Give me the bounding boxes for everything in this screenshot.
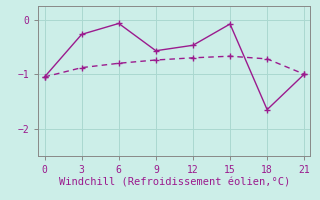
X-axis label: Windchill (Refroidissement éolien,°C): Windchill (Refroidissement éolien,°C) xyxy=(59,178,290,188)
